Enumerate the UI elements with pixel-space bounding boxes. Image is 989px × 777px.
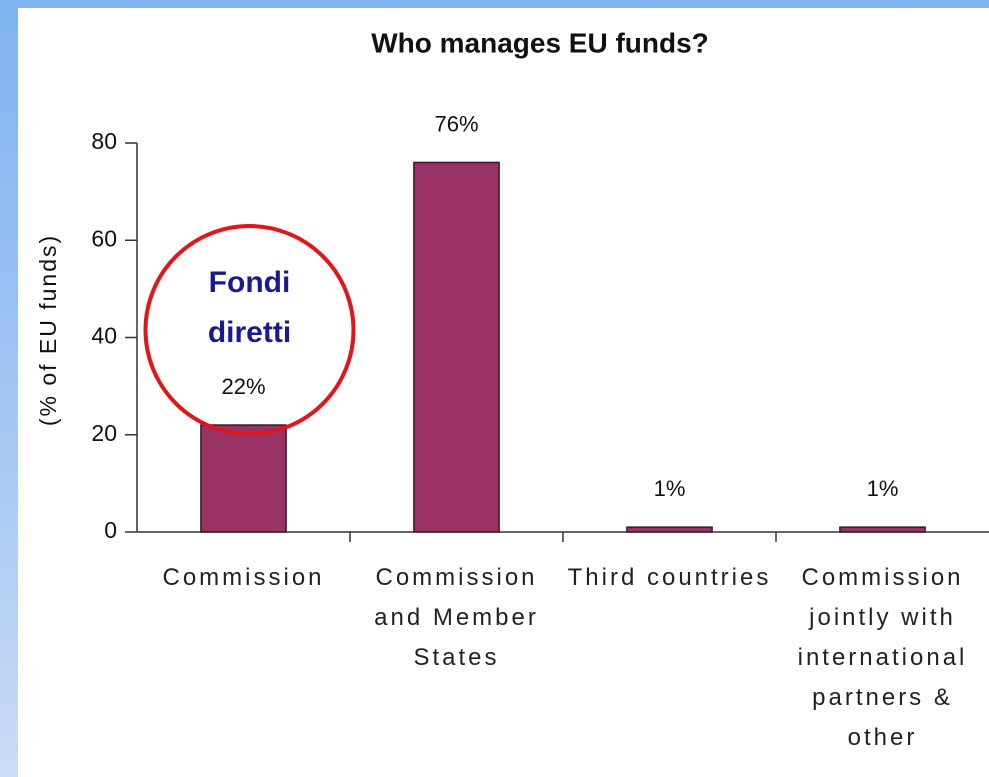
x-tick-label: Commission and Member States bbox=[374, 564, 539, 671]
y-tick-label: 20 bbox=[91, 420, 117, 446]
x-tick-label: Commission jointly with international pa… bbox=[797, 564, 968, 751]
y-axis-label: (% of EU funds) bbox=[35, 234, 61, 426]
annotation: Fondi diretti bbox=[207, 266, 292, 349]
value-label: 22% bbox=[221, 374, 265, 399]
chart-title: Who manages EU funds? bbox=[371, 27, 709, 58]
value-label: 1% bbox=[654, 476, 686, 501]
bar bbox=[626, 526, 713, 533]
panel bbox=[18, 8, 989, 777]
x-tick-label: Commission bbox=[162, 564, 325, 591]
y-tick-label: 0 bbox=[104, 517, 117, 543]
value-label: 1% bbox=[867, 476, 899, 501]
annotation-circle bbox=[143, 224, 356, 436]
y-tick-label: 60 bbox=[91, 225, 117, 251]
bar bbox=[839, 526, 926, 533]
bar bbox=[413, 161, 500, 533]
y-tick-label: 80 bbox=[91, 128, 117, 154]
x-tick-label: Third countries bbox=[567, 564, 772, 591]
value-label: 76% bbox=[434, 111, 478, 136]
bar bbox=[200, 424, 287, 533]
y-tick-label: 40 bbox=[91, 323, 117, 349]
